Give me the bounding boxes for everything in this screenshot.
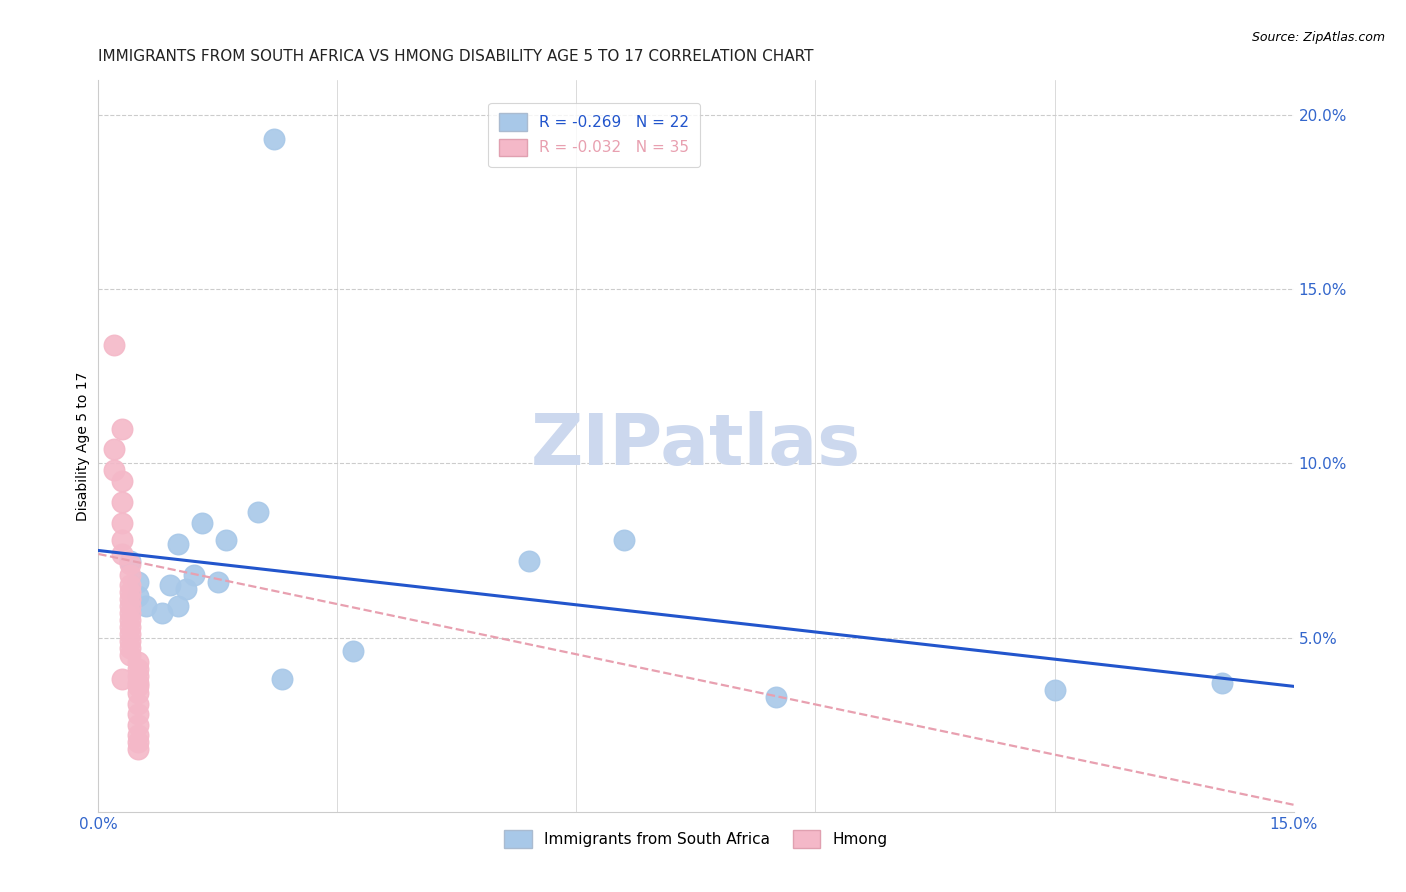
Point [167,599,190,614]
Point [127,717,149,731]
Text: Source: ZipAtlas.com: Source: ZipAtlas.com [1251,31,1385,45]
Point [120,585,142,599]
Text: ZIPatlas: ZIPatlas [531,411,860,481]
Point [517,554,540,568]
Point [270,673,292,687]
Point [120,620,142,634]
Point [120,634,142,648]
Point [127,697,149,711]
Point [159,578,181,592]
Point [1211,676,1233,690]
Point [120,613,142,627]
Point [111,494,134,508]
Point [1043,682,1066,697]
Point [342,644,364,658]
Point [120,592,142,607]
Point [127,742,149,756]
Point [246,505,269,519]
Point [127,655,149,669]
Point [127,707,149,722]
Point [150,606,173,620]
Point [111,421,134,435]
Point [127,728,149,742]
Point [120,627,142,641]
Point [120,599,142,614]
Text: IMMIGRANTS FROM SOUTH AFRICA VS HMONG DISABILITY AGE 5 TO 17 CORRELATION CHART: IMMIGRANTS FROM SOUTH AFRICA VS HMONG DI… [98,49,814,64]
Point [127,676,149,690]
Point [135,599,157,614]
Point [103,463,125,477]
Point [120,578,142,592]
Point [120,554,142,568]
Point [167,536,190,550]
Point [111,547,134,561]
Point [103,338,125,352]
Point [127,679,149,693]
Point [111,516,134,530]
Point [127,735,149,749]
Point [120,648,142,662]
Legend: Immigrants from South Africa, Hmong: Immigrants from South Africa, Hmong [496,822,896,855]
Point [174,582,197,596]
Point [127,662,149,676]
Point [263,132,285,146]
Point [765,690,787,704]
Point [120,567,142,582]
Point [111,533,134,547]
Point [127,669,149,683]
Point [127,589,149,603]
Point [127,574,149,589]
Point [120,558,142,572]
Point [111,474,134,488]
Point [613,533,636,547]
Point [127,686,149,700]
Point [215,533,238,547]
Point [120,640,142,655]
Point [103,442,125,457]
Point [183,567,205,582]
Y-axis label: Disability Age 5 to 17: Disability Age 5 to 17 [76,371,90,521]
Point [111,673,134,687]
Point [207,574,229,589]
Point [120,606,142,620]
Point [191,516,214,530]
